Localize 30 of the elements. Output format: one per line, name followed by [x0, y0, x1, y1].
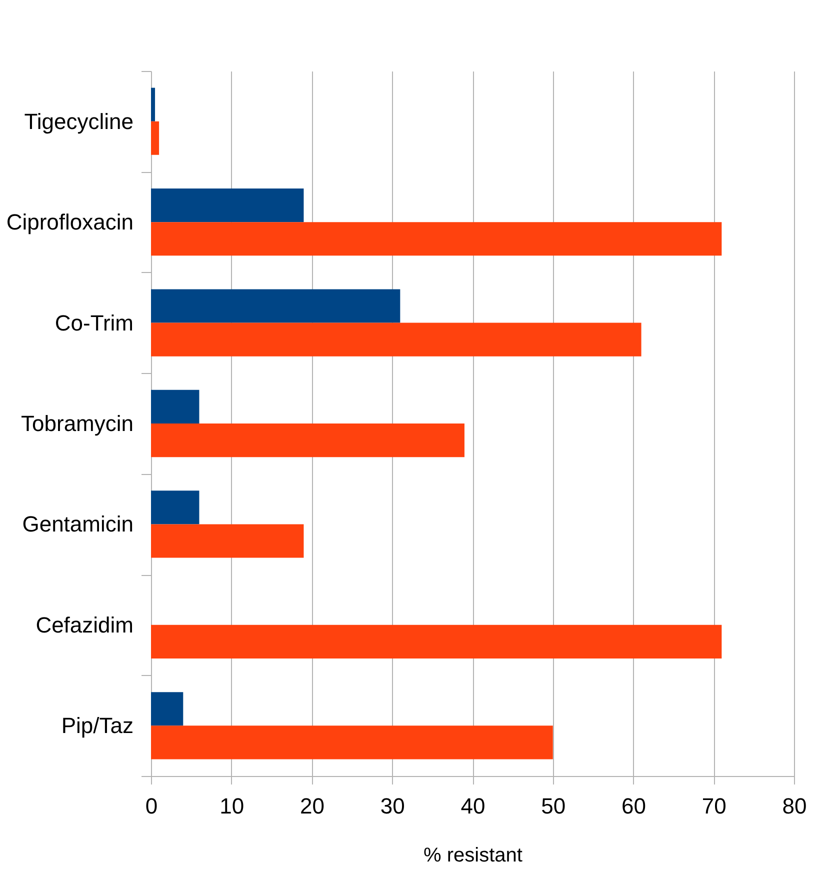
x-tick-label: 30 [380, 794, 405, 818]
x-axis-title: % resistant [424, 844, 523, 866]
y-tick-label: Pip/Taz [61, 713, 134, 738]
bar [151, 121, 160, 155]
bar [151, 424, 464, 458]
bar [151, 624, 722, 658]
x-tick-label: 70 [702, 794, 726, 818]
bar [151, 490, 200, 524]
bar [151, 524, 304, 558]
bar [151, 88, 156, 122]
x-tick-label: 50 [541, 794, 566, 818]
bar [151, 188, 304, 222]
x-tick-label: 80 [782, 794, 807, 818]
y-tick-label: Cefazidim [36, 612, 134, 638]
bar [151, 289, 400, 323]
x-tick-label: 20 [300, 794, 324, 818]
bar [151, 322, 642, 356]
x-tick-label: 60 [622, 794, 646, 818]
bar [151, 222, 722, 256]
y-tick-label: Ciprofloxacin [6, 210, 134, 235]
bar [151, 390, 200, 424]
y-tick-label: Tigecycline [24, 108, 134, 134]
x-tick-label: 10 [220, 794, 244, 818]
y-tick-label: Gentamicin [22, 512, 134, 537]
bar [151, 726, 553, 760]
x-tick-label: 40 [460, 794, 486, 818]
y-tick-label: Co-Trim [54, 310, 134, 336]
x-tick-label: 0 [145, 794, 158, 818]
y-tick-label: Tobramycin [21, 411, 134, 436]
bar [151, 692, 184, 726]
